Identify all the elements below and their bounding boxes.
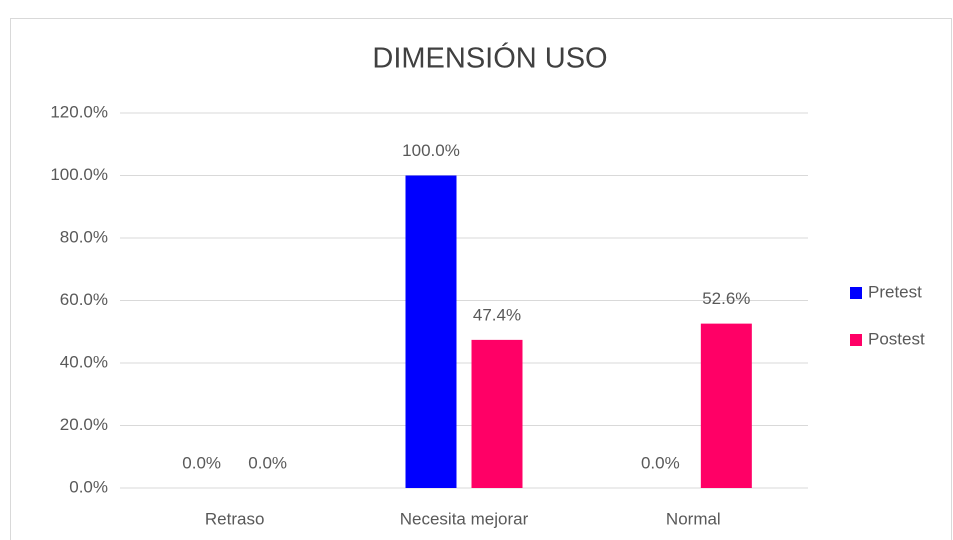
value-label: 0.0% bbox=[182, 453, 221, 472]
x-tick-label: Retraso bbox=[205, 509, 265, 528]
value-label: 47.4% bbox=[473, 305, 521, 324]
legend-swatch bbox=[850, 334, 862, 346]
y-tick-label: 20.0% bbox=[60, 415, 108, 434]
chart-border bbox=[10, 18, 952, 540]
value-label: 100.0% bbox=[402, 141, 460, 160]
y-tick-label: 100.0% bbox=[50, 165, 108, 184]
x-tick-label: Normal bbox=[666, 509, 721, 528]
bar bbox=[471, 339, 523, 488]
chart-title: DIMENSIÓN USO bbox=[372, 42, 607, 75]
value-label: 0.0% bbox=[641, 453, 680, 472]
y-tick-label: 60.0% bbox=[60, 290, 108, 309]
value-label: 52.6% bbox=[702, 289, 750, 308]
legend-label: Postest bbox=[868, 329, 925, 348]
y-tick-label: 40.0% bbox=[60, 352, 108, 371]
y-tick-label: 80.0% bbox=[60, 227, 108, 246]
y-tick-label: 0.0% bbox=[69, 477, 108, 496]
y-tick-label: 120.0% bbox=[50, 102, 108, 121]
x-tick-label: Necesita mejorar bbox=[400, 509, 529, 528]
bar bbox=[405, 175, 457, 488]
legend-label: Pretest bbox=[868, 282, 922, 301]
bar bbox=[700, 323, 752, 488]
legend-swatch bbox=[850, 287, 862, 299]
value-label: 0.0% bbox=[248, 453, 287, 472]
